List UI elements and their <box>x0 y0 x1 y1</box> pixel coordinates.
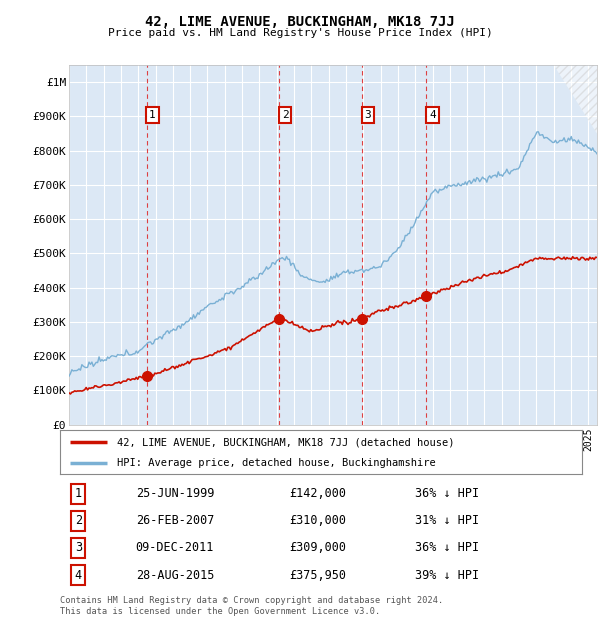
Text: 28-AUG-2015: 28-AUG-2015 <box>136 569 214 582</box>
Text: £375,950: £375,950 <box>290 569 347 582</box>
Text: Contains HM Land Registry data © Crown copyright and database right 2024.
This d: Contains HM Land Registry data © Crown c… <box>60 596 443 616</box>
Text: £310,000: £310,000 <box>290 515 347 528</box>
Text: 36% ↓ HPI: 36% ↓ HPI <box>415 487 479 500</box>
Text: HPI: Average price, detached house, Buckinghamshire: HPI: Average price, detached house, Buck… <box>118 458 436 468</box>
Text: 1: 1 <box>75 487 82 500</box>
Text: 31% ↓ HPI: 31% ↓ HPI <box>415 515 479 528</box>
Text: Price paid vs. HM Land Registry's House Price Index (HPI): Price paid vs. HM Land Registry's House … <box>107 28 493 38</box>
Text: 25-JUN-1999: 25-JUN-1999 <box>136 487 214 500</box>
Text: 2: 2 <box>282 110 289 120</box>
Text: £142,000: £142,000 <box>290 487 347 500</box>
Text: 36% ↓ HPI: 36% ↓ HPI <box>415 541 479 554</box>
Polygon shape <box>554 65 597 133</box>
Text: 26-FEB-2007: 26-FEB-2007 <box>136 515 214 528</box>
Text: £309,000: £309,000 <box>290 541 347 554</box>
Text: 4: 4 <box>429 110 436 120</box>
Text: 09-DEC-2011: 09-DEC-2011 <box>136 541 214 554</box>
Text: 42, LIME AVENUE, BUCKINGHAM, MK18 7JJ: 42, LIME AVENUE, BUCKINGHAM, MK18 7JJ <box>145 16 455 30</box>
Text: 1: 1 <box>149 110 156 120</box>
Text: 3: 3 <box>75 541 82 554</box>
Text: 4: 4 <box>75 569 82 582</box>
Text: 3: 3 <box>365 110 371 120</box>
Text: 42, LIME AVENUE, BUCKINGHAM, MK18 7JJ (detached house): 42, LIME AVENUE, BUCKINGHAM, MK18 7JJ (d… <box>118 437 455 447</box>
Text: 2: 2 <box>75 515 82 528</box>
Text: 39% ↓ HPI: 39% ↓ HPI <box>415 569 479 582</box>
